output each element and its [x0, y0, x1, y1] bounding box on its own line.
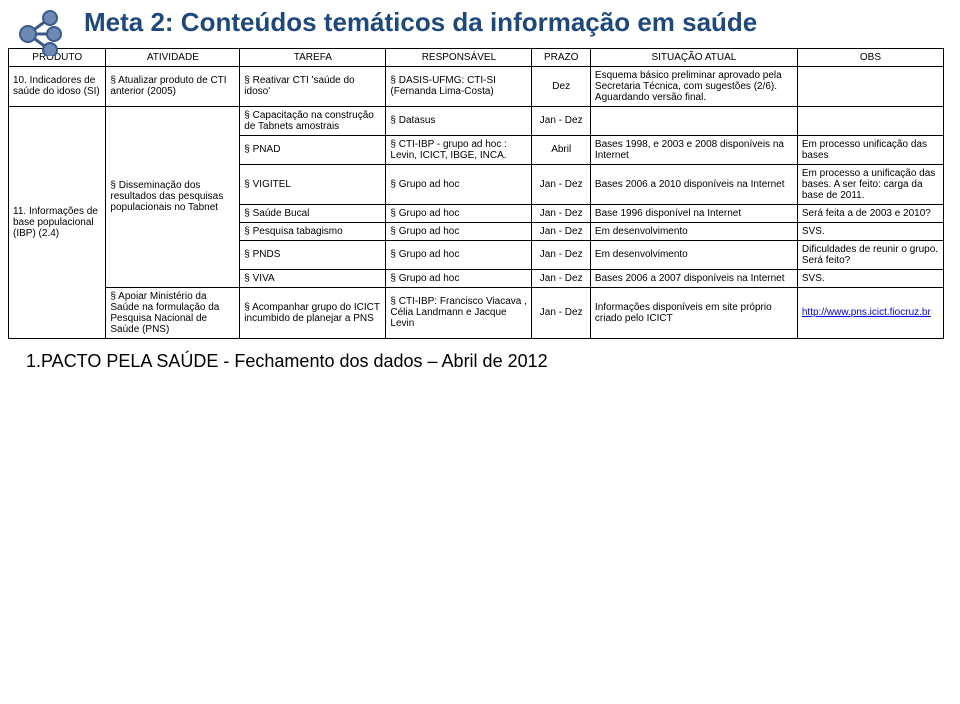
cell-prazo: Jan - Dez [532, 269, 590, 287]
cell-tarefa: § PNAD [240, 135, 386, 164]
cell-obs: SVS. [797, 222, 943, 240]
cell-produto: 10. Indicadores de saúde do idoso (SI) [9, 66, 106, 106]
table-row: § Apoiar Ministério da Saúde na formulaç… [9, 287, 944, 338]
cell-prazo: Abril [532, 135, 590, 164]
cell-obs [797, 66, 943, 106]
cell-tarefa: § VIVA [240, 269, 386, 287]
cell-situacao: Bases 2006 a 2010 disponíveis na Interne… [590, 164, 797, 204]
cell-prazo: Jan - Dez [532, 240, 590, 269]
cell-obs: Será feita a de 2003 e 2010? [797, 204, 943, 222]
cell-responsavel: § Grupo ad hoc [386, 240, 532, 269]
cell-situacao: Base 1996 disponível na Internet [590, 204, 797, 222]
cell-tarefa: § VIGITEL [240, 164, 386, 204]
cell-situacao: Em desenvolvimento [590, 222, 797, 240]
cell-tarefa: § Capacitação na construção de Tabnets a… [240, 106, 386, 135]
col-tarefa: TAREFA [240, 48, 386, 66]
pns-link[interactable]: http://www.pns.icict.fiocruz.br [802, 307, 931, 318]
cell-atividade: § Atualizar produto de CTI anterior (200… [106, 66, 240, 106]
cell-tarefa: § Acompanhar grupo do ICICT incumbido de… [240, 287, 386, 338]
cell-responsavel: § CTI-IBP - grupo ad hoc : Levin, ICICT,… [386, 135, 532, 164]
table-header-row: PRODUTO ATIVIDADE TAREFA RESPONSÁVEL PRA… [9, 48, 944, 66]
cell-atividade: § Disseminação dos resultados das pesqui… [106, 106, 240, 287]
cell-prazo: Jan - Dez [532, 204, 590, 222]
footer-text: 1.PACTO PELA SAÚDE - Fechamento dos dado… [26, 351, 944, 372]
col-responsavel: RESPONSÁVEL [386, 48, 532, 66]
cell-atividade: § Apoiar Ministério da Saúde na formulaç… [106, 287, 240, 338]
content-table: PRODUTO ATIVIDADE TAREFA RESPONSÁVEL PRA… [8, 48, 944, 339]
cell-obs: SVS. [797, 269, 943, 287]
cell-tarefa: § Saúde Bucal [240, 204, 386, 222]
cell-responsavel: § Grupo ad hoc [386, 204, 532, 222]
cell-responsavel: § Grupo ad hoc [386, 164, 532, 204]
cell-obs: Em processo unificação das bases [797, 135, 943, 164]
cell-tarefa: § PNDS [240, 240, 386, 269]
table-row: 11. Informações de base populacional (IB… [9, 106, 944, 135]
cell-situacao: Bases 1998, e 2003 e 2008 disponíveis na… [590, 135, 797, 164]
cell-responsavel: § Grupo ad hoc [386, 222, 532, 240]
cell-situacao: Informações disponíveis em site próprio … [590, 287, 797, 338]
cell-prazo: Dez [532, 66, 590, 106]
table-row: 10. Indicadores de saúde do idoso (SI) §… [9, 66, 944, 106]
cell-obs: Em processo a unificação das bases. A se… [797, 164, 943, 204]
col-prazo: PRAZO [532, 48, 590, 66]
cell-prazo: Jan - Dez [532, 106, 590, 135]
cell-situacao: Em desenvolvimento [590, 240, 797, 269]
col-obs: OBS [797, 48, 943, 66]
cell-tarefa: § Pesquisa tabagismo [240, 222, 386, 240]
cell-responsavel: § CTI-IBP: Francisco Viacava , Célia Lan… [386, 287, 532, 338]
cell-produto: 11. Informações de base populacional (IB… [9, 106, 106, 338]
cell-situacao: Esquema básico preliminar aprovado pela … [590, 66, 797, 106]
cell-prazo: Jan - Dez [532, 287, 590, 338]
col-atividade: ATIVIDADE [106, 48, 240, 66]
cell-situacao [590, 106, 797, 135]
cell-responsavel: § Grupo ad hoc [386, 269, 532, 287]
page-title: Meta 2: Conteúdos temáticos da informaçã… [84, 8, 934, 38]
cell-obs [797, 106, 943, 135]
cell-responsavel: § DASIS-UFMG: CTI-SI (Fernanda Lima-Cost… [386, 66, 532, 106]
cell-responsavel: § Datasus [386, 106, 532, 135]
col-situacao: SITUAÇÃO ATUAL [590, 48, 797, 66]
molecule-logo-icon [8, 8, 68, 56]
cell-prazo: Jan - Dez [532, 164, 590, 204]
cell-prazo: Jan - Dez [532, 222, 590, 240]
cell-tarefa: § Reativar CTI 'saúde do idoso' [240, 66, 386, 106]
cell-situacao: Bases 2006 a 2007 disponíveis na Interne… [590, 269, 797, 287]
cell-obs: http://www.pns.icict.fiocruz.br [797, 287, 943, 338]
cell-obs: Dificuldades de reunir o grupo. Será fei… [797, 240, 943, 269]
